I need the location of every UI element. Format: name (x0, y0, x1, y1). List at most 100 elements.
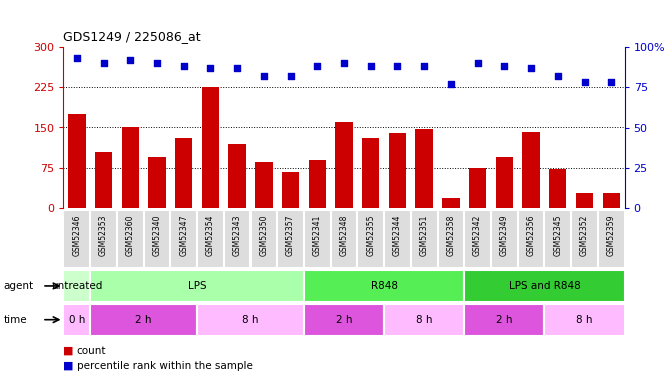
Text: GSM52344: GSM52344 (393, 214, 402, 256)
Bar (175, 138, 192, 208)
Text: 0 h: 0 h (69, 315, 85, 325)
Text: GSM52347: GSM52347 (179, 214, 188, 256)
Text: GSM52356: GSM52356 (526, 214, 536, 256)
Text: 2 h: 2 h (336, 315, 352, 325)
Text: GSM52341: GSM52341 (313, 214, 322, 256)
Bar (309, 160, 326, 208)
Bar (282, 172, 299, 208)
Bar (202, 87, 219, 208)
Point (579, 80, 590, 86)
Text: 8 h: 8 h (416, 315, 432, 325)
Point (312, 63, 323, 69)
Text: LPS and R848: LPS and R848 (508, 281, 580, 291)
Text: 2 h: 2 h (496, 315, 512, 325)
Point (205, 65, 216, 71)
Bar (304, 210, 331, 268)
Bar (438, 210, 464, 268)
Text: GSM52350: GSM52350 (259, 214, 269, 256)
Text: 8 h: 8 h (242, 315, 259, 325)
Text: R848: R848 (371, 281, 397, 291)
Bar (464, 304, 544, 336)
Text: GSM52360: GSM52360 (126, 214, 135, 256)
Bar (117, 210, 144, 268)
Bar (544, 304, 625, 336)
Bar (603, 193, 620, 208)
Point (285, 73, 296, 79)
Text: 8 h: 8 h (576, 315, 593, 325)
Bar (331, 210, 357, 268)
Bar (63, 270, 90, 302)
Point (419, 63, 430, 69)
Point (98, 60, 109, 66)
Bar (122, 128, 139, 208)
Text: GSM52348: GSM52348 (339, 214, 349, 256)
Bar (170, 210, 197, 268)
Bar (277, 210, 304, 268)
Text: time: time (3, 315, 27, 325)
Text: GSM52345: GSM52345 (553, 214, 562, 256)
Bar (304, 304, 384, 336)
Bar (522, 132, 540, 208)
Point (552, 73, 563, 79)
Text: GSM52358: GSM52358 (446, 214, 456, 256)
Bar (491, 210, 518, 268)
Bar (576, 193, 593, 208)
Bar (95, 152, 112, 208)
Text: GDS1249 / 225086_at: GDS1249 / 225086_at (63, 30, 201, 43)
Point (526, 65, 536, 71)
Point (339, 60, 349, 66)
Bar (63, 210, 90, 268)
Bar (362, 138, 379, 208)
Point (392, 63, 403, 69)
Bar (250, 210, 277, 268)
Bar (384, 210, 411, 268)
Point (365, 63, 376, 69)
Bar (197, 210, 224, 268)
Point (606, 80, 617, 86)
Text: ■: ■ (63, 361, 74, 370)
Point (125, 57, 136, 63)
Bar (63, 304, 90, 336)
Bar (464, 270, 625, 302)
Bar (389, 133, 406, 208)
Bar (571, 210, 598, 268)
Text: ■: ■ (63, 346, 74, 355)
Text: GSM52340: GSM52340 (152, 214, 162, 256)
Bar (90, 210, 117, 268)
Bar (464, 210, 491, 268)
Bar (598, 210, 625, 268)
Text: GSM52346: GSM52346 (72, 214, 81, 256)
Text: GSM52352: GSM52352 (580, 214, 589, 256)
Text: GSM52359: GSM52359 (607, 214, 616, 256)
Bar (90, 304, 197, 336)
Bar (197, 304, 304, 336)
Text: agent: agent (3, 281, 33, 291)
Text: GSM52355: GSM52355 (366, 214, 375, 256)
Text: GSM52349: GSM52349 (500, 214, 509, 256)
Text: GSM52343: GSM52343 (232, 214, 242, 256)
Point (178, 63, 189, 69)
Point (232, 65, 242, 71)
Text: LPS: LPS (188, 281, 206, 291)
Bar (549, 170, 566, 208)
Bar (228, 144, 246, 208)
Point (259, 73, 269, 79)
Text: GSM52353: GSM52353 (99, 214, 108, 256)
Text: count: count (77, 346, 106, 355)
Text: GSM52354: GSM52354 (206, 214, 215, 256)
Bar (90, 270, 304, 302)
Bar (384, 304, 464, 336)
Bar (411, 210, 438, 268)
Text: GSM52357: GSM52357 (286, 214, 295, 256)
Bar (469, 168, 486, 208)
Bar (255, 162, 273, 208)
Bar (224, 210, 250, 268)
Point (472, 60, 483, 66)
Point (71, 55, 82, 61)
Bar (304, 270, 464, 302)
Text: percentile rank within the sample: percentile rank within the sample (77, 361, 253, 370)
Text: untreated: untreated (51, 281, 102, 291)
Point (446, 81, 456, 87)
Bar (415, 129, 433, 208)
Bar (144, 210, 170, 268)
